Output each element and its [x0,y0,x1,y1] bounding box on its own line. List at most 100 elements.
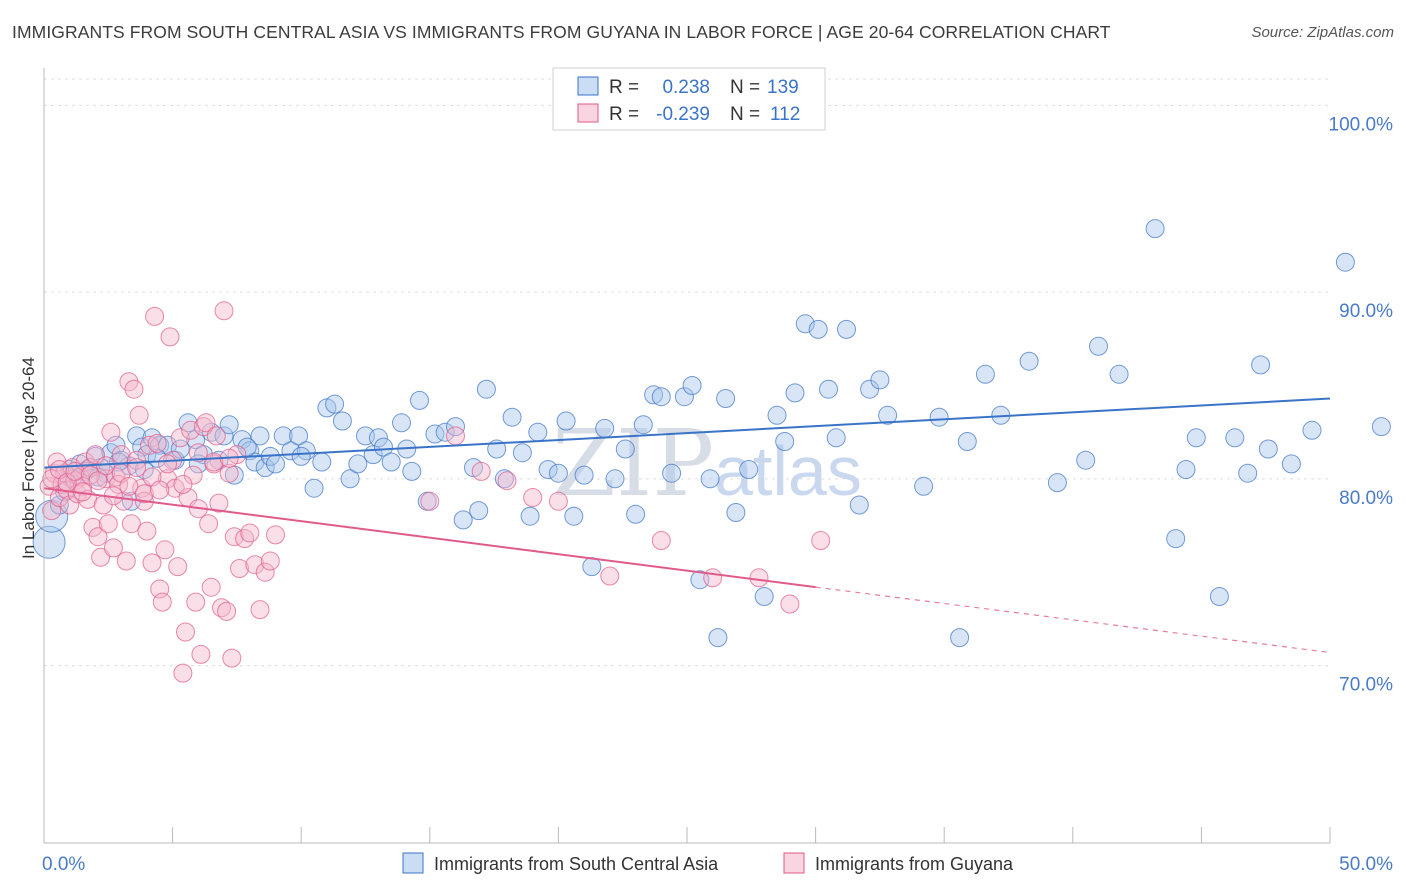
point-guyana [114,491,134,511]
point-south-central-asia [1281,454,1301,474]
point-south-central-asia [374,437,393,457]
series-legend-swatch-blue [402,852,424,874]
point-south-central-asia [957,432,977,451]
point-south-central-asia [674,387,694,407]
point-guyana [160,327,180,347]
series-legend: Immigrants from South Central Asia Immig… [402,852,1014,874]
point-guyana [245,555,265,575]
point-south-central-asia [255,458,275,478]
point-south-central-asia [819,379,838,399]
series-legend-swatch-pink [783,852,805,874]
point-south-central-asia [1186,428,1206,448]
point-south-central-asia [502,407,522,427]
point-south-central-asia [574,465,594,485]
point-guyana [780,594,800,614]
point-south-central-asia [785,383,805,403]
point-south-central-asia [808,319,828,339]
legend-swatch-blue [577,76,599,96]
point-south-central-asia [682,376,702,395]
point-guyana [127,458,147,478]
point-guyana [217,601,237,621]
trend-lines [43,397,1331,654]
point-south-central-asia [615,439,635,459]
point-guyana [186,592,206,612]
y-tick-label: 100.0% [1329,114,1394,135]
trend-line-pink [43,487,816,589]
point-guyana [212,598,231,618]
series-legend-label-pink: Immigrants from Guyana [815,854,1014,874]
point-guyana [103,538,123,558]
point-guyana [523,488,543,507]
point-guyana [121,514,141,534]
x-tick-label-max: 50.0% [1339,854,1393,875]
point-guyana [811,531,831,550]
y-tick-label: 70.0% [1339,675,1393,696]
point-south-central-asia [512,443,532,463]
point-south-central-asia [878,405,898,425]
point-south-central-asia [1238,463,1258,483]
point-guyana [91,547,111,567]
point-south-central-asia [700,469,720,489]
point-guyana [255,562,275,582]
point-south-central-asia [325,394,345,414]
point-south-central-asia [929,407,949,427]
watermark-zip: ZIP [552,410,714,517]
point-south-central-asia [119,456,139,476]
point-guyana [134,484,154,504]
point-guyana [260,551,280,571]
watermark-atlas: atlas [714,432,862,510]
point-south-central-asia [392,413,411,433]
point-south-central-asia [201,422,221,442]
point-guyana [142,553,162,573]
point-guyana [548,491,568,511]
correlation-legend: R = 0.238 N = 139 R = -0.239 N = 112 [552,67,826,131]
point-south-central-asia [950,628,970,648]
point-south-central-asia [1145,219,1165,239]
point-south-central-asia [795,314,815,334]
point-south-central-asia [837,319,856,339]
point-guyana [191,644,211,664]
point-guyana [230,559,249,578]
point-south-central-asia [739,460,759,479]
point-guyana [188,443,208,463]
point-guyana [170,428,190,448]
point-south-central-asia [633,415,653,435]
point-south-central-asia [528,422,548,442]
point-guyana [168,557,188,577]
series-legend-label-blue: Immigrants from South Central Asia [434,854,719,874]
point-guyana [749,568,769,588]
trend-line-blue [43,397,1331,469]
point-south-central-asia [849,495,869,515]
point-guyana [155,540,175,560]
point-guyana [145,306,165,326]
watermark: ZIP atlas [552,410,862,517]
point-south-central-asia [476,379,496,399]
legend-n-value-2: 112 [770,104,800,125]
point-guyana [176,622,195,642]
point-south-central-asia [266,454,285,474]
point-south-central-asia [214,426,234,446]
point-south-central-asia [1089,336,1108,356]
point-south-central-asia [975,364,995,384]
point-south-central-asia [662,463,682,483]
point-south-central-asia [381,452,401,472]
point-guyana [201,577,221,597]
point-guyana [214,301,234,321]
y-tick-label: 90.0% [1339,301,1393,322]
point-south-central-asia [32,525,66,559]
point-guyana [173,663,193,683]
point-guyana [235,529,255,549]
point-south-central-asia [250,426,270,446]
chart-title: IMMIGRANTS FROM SOUTH CENTRAL ASIA VS IM… [12,22,1111,42]
point-south-central-asia [1047,473,1067,493]
point-south-central-asia [1302,420,1322,440]
point-guyana [651,531,671,550]
point-guyana [240,523,260,543]
legend-r-label-1: R = [609,77,639,98]
point-guyana [600,566,620,586]
point-south-central-asia [410,390,429,410]
gridlines [44,78,1330,667]
point-guyana [140,435,159,455]
point-south-central-asia [754,587,774,606]
